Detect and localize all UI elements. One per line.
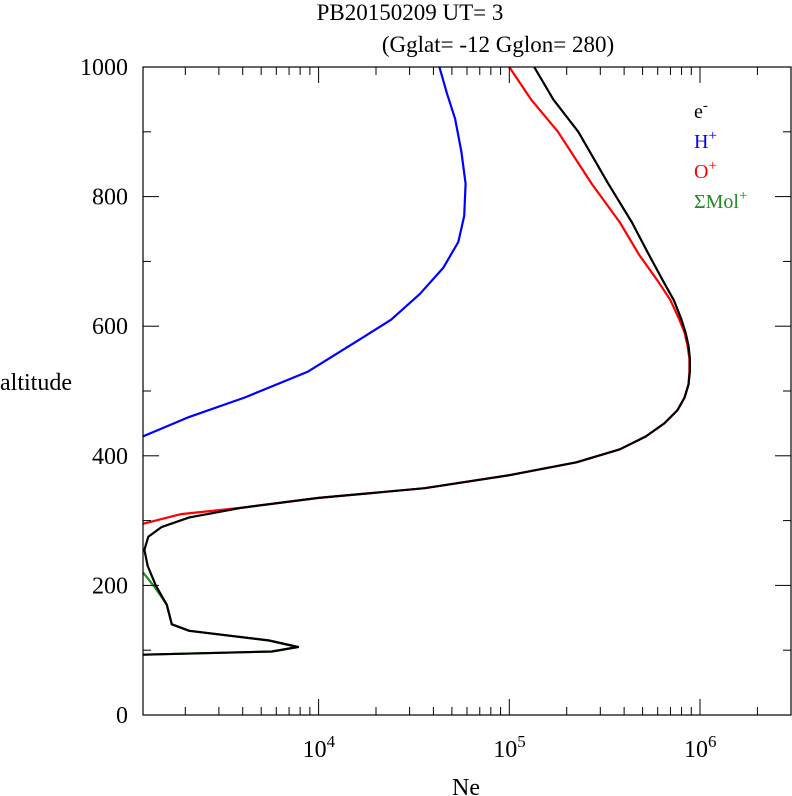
legend-item: ΣMol+ [694,188,747,213]
series-line-3 [142,66,692,656]
chart-subtitle: (Gglat= -12 Gglon= 280) [382,32,614,57]
y-tick-label: 400 [92,444,128,470]
y-tick-label: 200 [92,573,128,599]
series-line-0 [142,66,467,438]
legend-item: O+ [694,158,717,183]
y-axis-ticks: 0 200 400 600 800 1000 [80,55,791,729]
x-tick-label: 104 [303,732,336,763]
x-axis-label: Ne [452,775,480,796]
legend-item: e- [694,98,708,123]
x-axis-ticks: 104 105 106 [184,67,792,763]
series-line-1 [142,66,691,525]
series-layer [142,66,692,656]
y-tick-label: 800 [92,185,128,211]
x-tick-label: 106 [684,732,717,763]
y-tick-label: 600 [92,314,128,340]
x-tick-label: 105 [493,732,525,763]
legend-item: H+ [694,128,717,153]
y-axis-label: altitude [0,370,72,396]
y-tick-label: 1000 [80,55,128,81]
legend: e- H+ O+ ΣMol+ [694,98,747,213]
y-tick-label: 0 [116,703,128,729]
chart-title: PB20150209 UT= 3 [317,0,504,25]
